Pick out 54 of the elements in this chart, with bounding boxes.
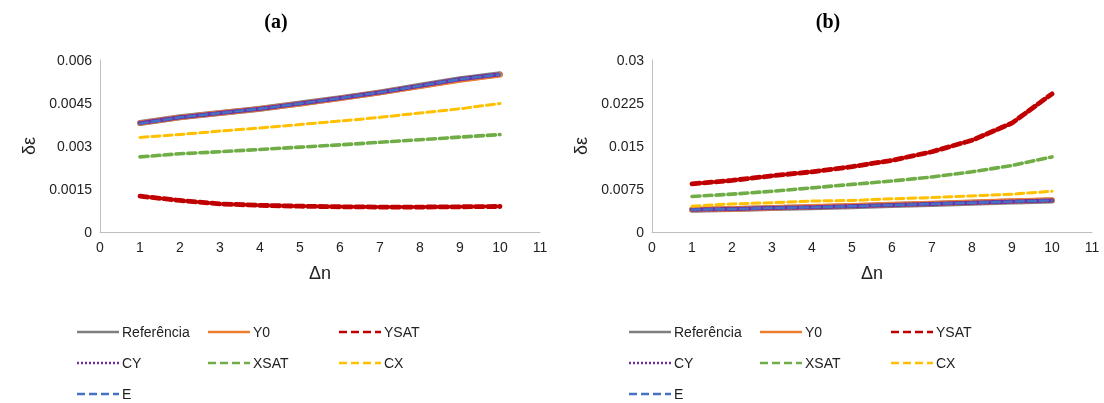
y-tick-label: 0.0015 <box>49 181 93 197</box>
x-tick-label: 8 <box>416 239 425 255</box>
y-tick-label: 0 <box>636 224 645 240</box>
x-tick-label: 7 <box>928 239 937 255</box>
x-tick-label: 9 <box>1008 239 1017 255</box>
legend-label: Y0 <box>253 324 271 340</box>
x-tick-label: 5 <box>296 239 305 255</box>
chart-title: (b) <box>815 10 841 33</box>
x-tick-label: 1 <box>136 239 145 255</box>
legend-label: Referência <box>674 324 742 340</box>
x-tick-label: 10 <box>1044 239 1060 255</box>
legend-label: CY <box>674 355 695 371</box>
y-axis-title: δε <box>19 136 40 156</box>
y-axis-title: δε <box>571 136 592 156</box>
x-tick-label: 8 <box>968 239 977 255</box>
x-tick-label: 6 <box>336 239 345 255</box>
y-tick-label: 0.0225 <box>601 95 645 111</box>
x-tick-label: 1 <box>688 239 697 255</box>
x-tick-label: 2 <box>728 239 737 255</box>
x-tick-label: 6 <box>888 239 897 255</box>
legend-label: YSAT <box>384 324 420 340</box>
y-tick-label: 0.0075 <box>601 181 645 197</box>
legend-label: E <box>122 386 132 402</box>
x-tick-label: 3 <box>216 239 225 255</box>
y-tick-label: 0.015 <box>608 138 645 154</box>
x-tick-label: 11 <box>1084 239 1100 255</box>
y-tick-label: 0.0045 <box>49 95 93 111</box>
x-tick-label: 11 <box>532 239 548 255</box>
x-tick-label: 4 <box>808 239 817 255</box>
legend-label: XSAT <box>253 355 289 371</box>
x-tick-label: 2 <box>176 239 185 255</box>
legend-label: YSAT <box>936 324 972 340</box>
x-tick-label: 10 <box>492 239 508 255</box>
y-tick-label: 0.03 <box>616 52 645 68</box>
legend-label: Referência <box>122 324 190 340</box>
y-tick-label: 0.006 <box>56 52 93 68</box>
x-tick-label: 7 <box>376 239 385 255</box>
y-tick-label: 0 <box>84 224 93 240</box>
x-axis-title: Δn <box>860 263 884 283</box>
legend-label: CY <box>122 355 143 371</box>
legend-label: Y0 <box>805 324 823 340</box>
x-tick-label: 0 <box>648 239 657 255</box>
x-tick-label: 5 <box>848 239 857 255</box>
x-tick-label: 0 <box>96 239 105 255</box>
x-axis-title: Δn <box>308 263 332 283</box>
x-tick-label: 3 <box>768 239 777 255</box>
y-tick-label: 0.003 <box>56 138 93 154</box>
legend-label: CX <box>936 355 957 371</box>
x-tick-label: 4 <box>256 239 265 255</box>
chart-title: (a) <box>264 10 288 33</box>
legend-label: CX <box>384 355 405 371</box>
legend-label: XSAT <box>805 355 841 371</box>
x-tick-label: 9 <box>456 239 465 255</box>
legend-label: E <box>674 386 684 402</box>
